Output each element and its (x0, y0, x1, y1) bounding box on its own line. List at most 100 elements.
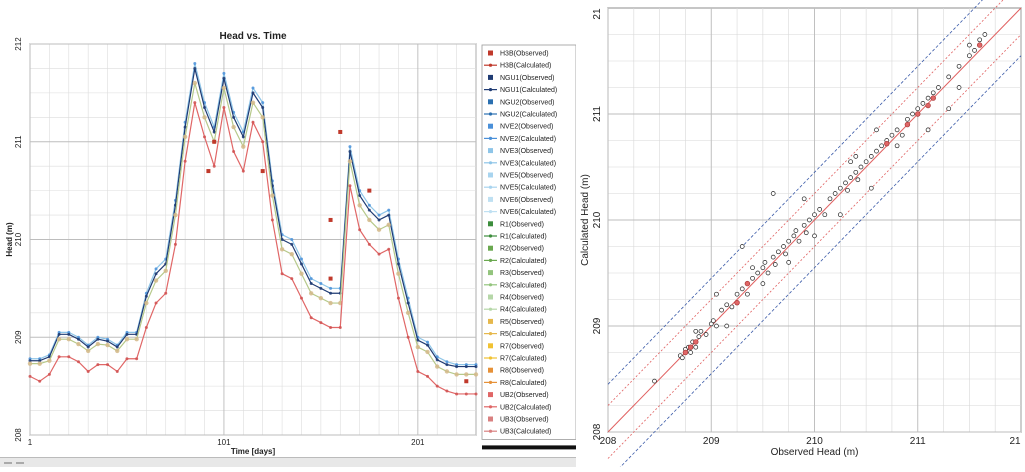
data-point (270, 193, 275, 198)
status-tab-2[interactable] (16, 461, 24, 464)
data-point (786, 238, 792, 244)
data-point (154, 267, 158, 271)
data-point (28, 374, 32, 378)
data-point (444, 369, 450, 374)
legend-marker (488, 148, 493, 154)
data-point (967, 53, 972, 59)
highlight-point (915, 111, 921, 117)
data-point (193, 62, 197, 66)
data-point (279, 247, 285, 252)
legend-marker (488, 88, 493, 92)
legend-label: R4(Observed) (500, 295, 544, 302)
data-point (930, 90, 936, 96)
legend-label: R7(Calculated) (500, 356, 547, 363)
data-point (163, 268, 168, 273)
status-tab-1[interactable] (4, 461, 12, 464)
data-point (329, 286, 333, 290)
y-edge-tick-label: 21 (592, 8, 603, 20)
data-point (739, 244, 745, 249)
data-point (47, 372, 51, 376)
data-point (76, 337, 80, 341)
data-point (38, 379, 42, 383)
data-point (956, 85, 962, 90)
legend-marker (488, 74, 493, 80)
y-tick-label: 210 (592, 211, 603, 228)
legend-item: NGU1(Calculated) (484, 87, 557, 94)
data-point (474, 392, 478, 396)
legend-item: UB2(Observed) (488, 392, 549, 399)
data-point (416, 338, 420, 342)
data-point (299, 257, 303, 261)
data-point (679, 355, 685, 361)
data-point (863, 159, 869, 165)
data-point (241, 169, 245, 173)
legend-item: R7(Observed) (488, 343, 544, 350)
data-point (915, 106, 921, 112)
legend-marker (488, 318, 493, 324)
x-edge-tick-label: 21 (1009, 436, 1021, 447)
legend-item: NVE5(Calculated) (484, 185, 556, 192)
data-point (56, 337, 62, 342)
legend-item: R1(Calculated) (484, 234, 547, 241)
y-axis-label: Head (m) (5, 222, 14, 257)
data-point (212, 130, 216, 134)
legend-item: NVE2(Observed) (488, 123, 553, 131)
observed-marker (212, 139, 217, 144)
data-point (76, 341, 81, 347)
data-point (57, 332, 61, 336)
legend-item: R8(Observed) (488, 367, 544, 375)
data-point (714, 291, 719, 297)
data-point (770, 254, 776, 260)
data-point (729, 304, 735, 310)
data-point (232, 115, 236, 119)
data-point (925, 127, 931, 133)
data-point (154, 272, 158, 276)
y-tick-label: 210 (14, 232, 23, 246)
data-point (848, 159, 853, 165)
data-point (426, 343, 430, 347)
highlight-point (744, 280, 751, 287)
data-point (843, 180, 848, 186)
data-point (173, 242, 177, 246)
confidence-line (614, 55, 1022, 472)
y-tick-label: 209 (592, 317, 603, 334)
observed-marker (464, 379, 469, 384)
data-point (299, 271, 304, 276)
data-point (280, 272, 284, 276)
legend-item: UB2(Calculated) (484, 404, 551, 411)
data-point (956, 63, 962, 69)
data-point (454, 372, 459, 377)
legend-item: NVE6(Calculated) (484, 209, 556, 216)
data-point (222, 76, 226, 80)
data-point (358, 228, 362, 232)
data-point (222, 106, 226, 110)
data-point (290, 242, 294, 246)
data-point (96, 363, 100, 367)
data-point (801, 222, 807, 228)
data-point (406, 335, 410, 339)
data-point (222, 71, 226, 75)
data-point (96, 337, 100, 341)
data-point (946, 106, 952, 112)
observed-marker (367, 188, 372, 193)
legend-label: R3(Observed) (500, 270, 544, 277)
data-point (745, 291, 750, 297)
reference-band-line (607, 0, 1004, 406)
legend-marker (488, 429, 493, 433)
legend-label: R5(Observed) (500, 319, 544, 326)
legend-label: H3B(Observed) (500, 51, 549, 58)
data-point (251, 86, 255, 90)
data-point (832, 191, 838, 196)
data-point (376, 227, 382, 232)
data-point (765, 270, 771, 276)
data-point (791, 233, 797, 239)
data-point (920, 101, 926, 106)
data-point (406, 301, 410, 305)
legend-label: NVE3(Observed) (500, 148, 553, 155)
data-point (125, 332, 129, 336)
legend-item: R3(Calculated) (484, 282, 547, 289)
data-point (855, 177, 861, 183)
data-point (793, 228, 799, 233)
observed-marker (206, 169, 211, 174)
data-point (261, 106, 265, 110)
